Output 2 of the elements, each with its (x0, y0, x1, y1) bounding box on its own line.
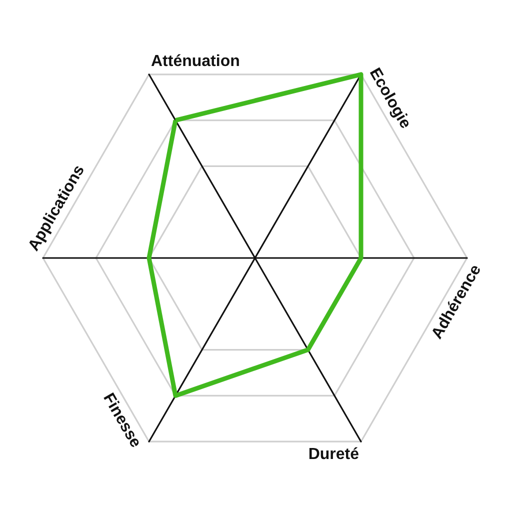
spoke-label: Atténuation (151, 52, 240, 70)
spoke-label: Dureté (308, 446, 360, 464)
